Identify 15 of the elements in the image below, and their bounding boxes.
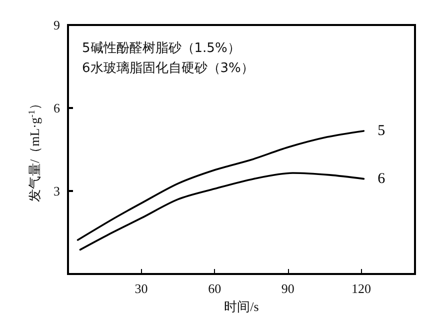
- x-tick-label: 120: [351, 281, 371, 296]
- series-label: 5: [378, 122, 386, 139]
- line-series: [79, 172, 365, 251]
- y-axis-title: 发气量/（mL·g-1）: [26, 97, 42, 202]
- x-axis-title: 时间/s: [224, 298, 259, 314]
- x-tick-label: 30: [134, 281, 148, 296]
- series-label: 6: [378, 170, 386, 187]
- annotation: 6水玻璃脂固化自硬砂（3%）: [82, 61, 254, 76]
- y-tick-label: 3: [54, 184, 60, 198]
- x-tick-label: 60: [208, 281, 222, 296]
- line-series: [76, 130, 365, 241]
- x-tick-label: 90: [281, 281, 294, 296]
- annotation: 5碱性酚醛树脂砂（1.5%）: [82, 41, 240, 56]
- y-tick-label: 6: [54, 100, 60, 116]
- y-tick-label: 9: [54, 18, 60, 32]
